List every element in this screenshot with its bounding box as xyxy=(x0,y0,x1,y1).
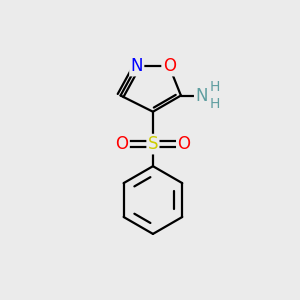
Text: N: N xyxy=(130,57,143,75)
Text: S: S xyxy=(148,135,158,153)
Text: O: O xyxy=(163,57,176,75)
Text: O: O xyxy=(116,135,128,153)
Text: H: H xyxy=(209,97,220,111)
Text: H: H xyxy=(209,80,220,94)
Text: N: N xyxy=(195,86,208,104)
Text: O: O xyxy=(177,135,190,153)
